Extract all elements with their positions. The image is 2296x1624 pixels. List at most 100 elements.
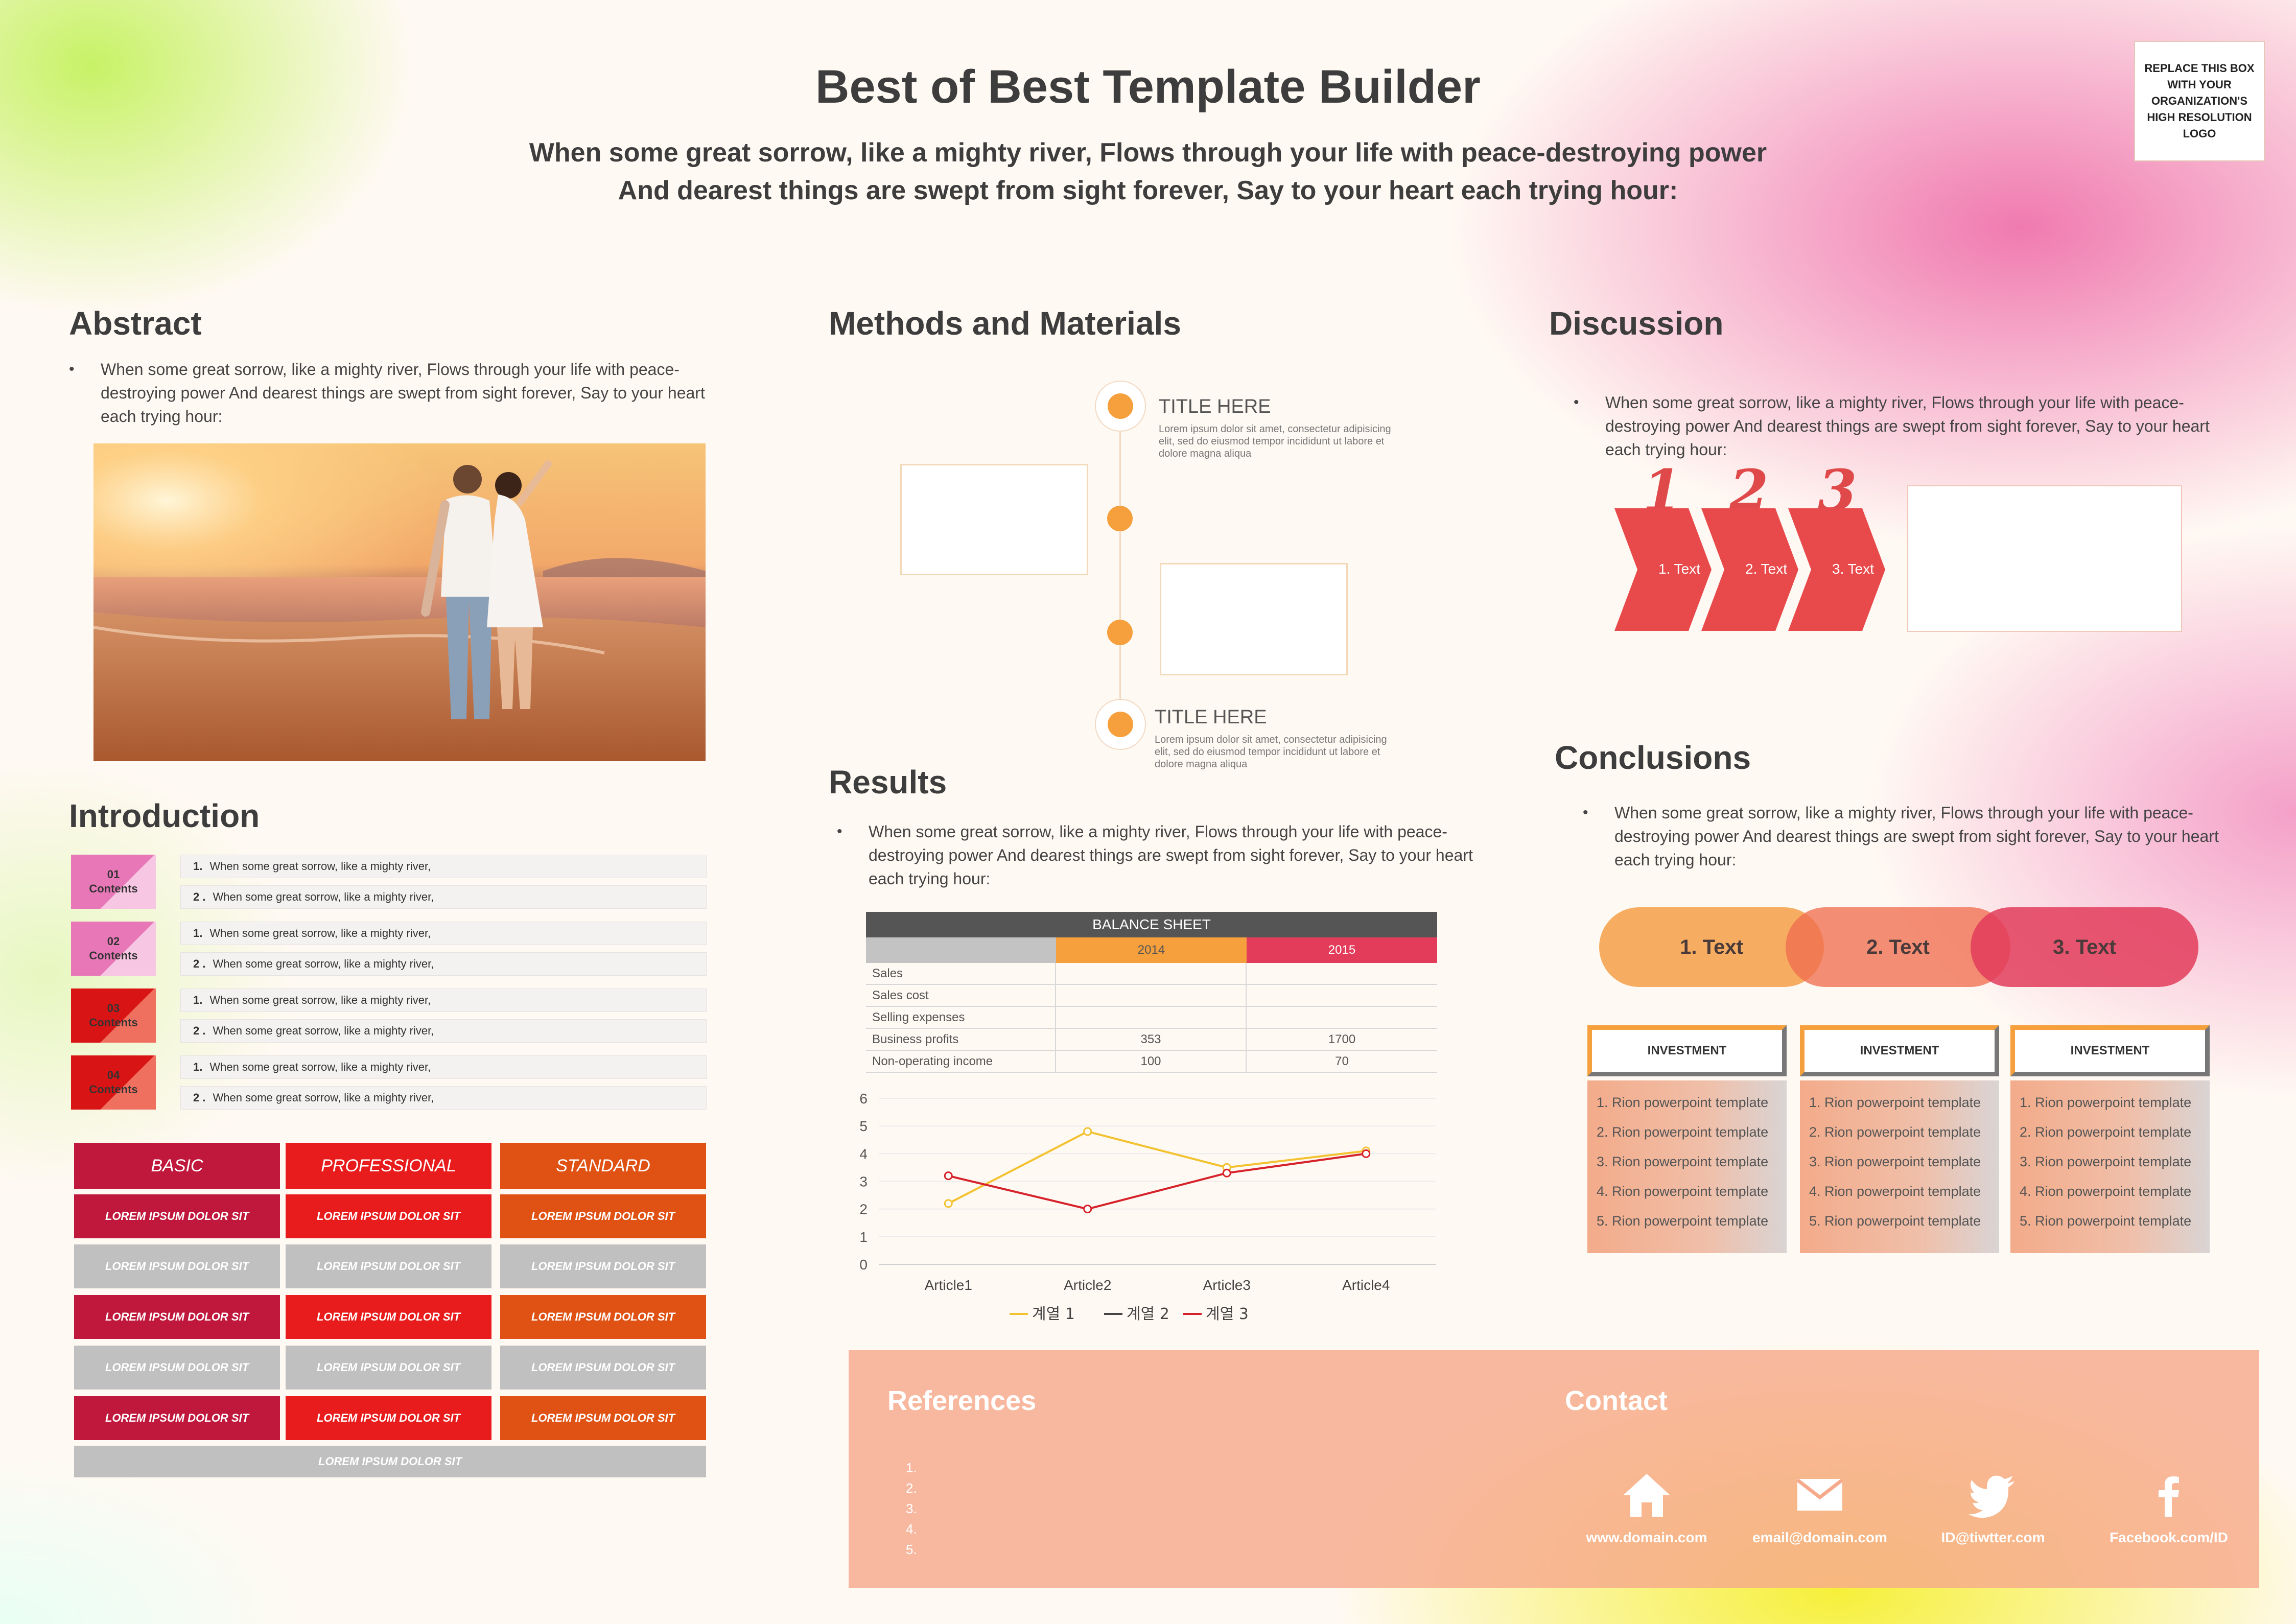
header-cell-2014: 2014 [1056, 937, 1247, 963]
logo-placeholder[interactable]: REPLACE THIS BOX WITH YOUR ORGANIZATION'… [2134, 41, 2265, 161]
method-desc-1: Lorem ipsum dolor sit amet, consectetur … [1159, 423, 1391, 459]
pricing-header-standard: STANDARD [500, 1143, 706, 1189]
timeline-node-4 [1095, 699, 1146, 750]
balance-sheet-table: BALANCE SHEET 2014 2015 Sales Sales cost… [866, 912, 1437, 1073]
chevron-3 [1788, 508, 1885, 631]
references-contact-panel: References 1. 2. 3. 4. 5. Contact www.do… [849, 1350, 2259, 1588]
discussion-text: When some great sorrow, like a mighty ri… [1574, 391, 2233, 461]
row-value-2015 [1247, 985, 1437, 1006]
discussion-chevrons [1614, 508, 1885, 631]
contact-facebook-label: Facebook.com/ID [2110, 1529, 2228, 1545]
pricing-cell: LOREM IPSUM DOLOR SIT [500, 1346, 706, 1390]
reference-item: 2. [906, 1480, 917, 1496]
reference-item: 3. [906, 1501, 917, 1516]
contact-facebook[interactable]: Facebook.com/ID [2082, 1472, 2256, 1546]
x-tick-label: Article3 [1203, 1277, 1251, 1293]
investment-card-title: INVESTMENT [2010, 1025, 2210, 1076]
contact-email[interactable]: email@domain.com [1733, 1472, 1907, 1546]
investment-item: 3. Rion powerpoint template [1597, 1154, 1769, 1169]
chevron-label-2: 2. Text [1745, 561, 1787, 577]
badge-label: Contents [89, 882, 138, 895]
row-value-2015: 70 [1335, 1054, 1349, 1068]
discussion-heading: Discussion [1549, 305, 1724, 342]
investment-item: 4. Rion powerpoint template [1809, 1184, 1981, 1199]
row-value-2014 [1056, 985, 1247, 1006]
contact-heading: Contact [1565, 1385, 1668, 1416]
investment-card-title: INVESTMENT [1800, 1025, 1999, 1076]
intro-line: 1. When some great sorrow, like a mighty … [180, 988, 707, 1012]
contact-email-label: email@domain.com [1752, 1529, 1887, 1545]
chevron-label-3: 3. Text [1832, 561, 1874, 577]
investment-item: 5. Rion powerpoint template [1809, 1213, 1981, 1229]
intro-line: 1. When some great sorrow, like a mighty … [180, 922, 707, 945]
row-label: Business profits [866, 1029, 1056, 1050]
badge-number: 03 [107, 1002, 120, 1015]
timeline-node-3 [1107, 620, 1133, 645]
line-text: When some great sorrow, like a mighty ri… [209, 1061, 431, 1073]
investment-card-1: INVESTMENT 1. Rion powerpoint template 2… [1587, 1025, 1787, 1253]
intro-line: 2 . When some great sorrow, like a mighty… [180, 885, 707, 909]
pricing-cell: LOREM IPSUM DOLOR SIT [500, 1396, 706, 1440]
line-number: 2 . [193, 1091, 206, 1104]
pricing-cell: LOREM IPSUM DOLOR SIT [74, 1396, 280, 1440]
line-number: 2 . [193, 1024, 206, 1037]
methods-heading: Methods and Materials [829, 305, 1181, 342]
subtitle-line-2: And dearest things are swept from sight … [618, 176, 1678, 205]
balance-sheet-header-row: 2014 2015 [866, 937, 1437, 963]
home-icon [1623, 1474, 1670, 1517]
legend-label: 계열 3 [1206, 1305, 1249, 1323]
method-desc-2: Lorem ipsum dolor sit amet, consectetur … [1155, 734, 1387, 770]
pricing-cell: LOREM IPSUM DOLOR SIT [286, 1244, 491, 1288]
row-value-2014 [1056, 963, 1247, 984]
row-label: Selling expenses [866, 1007, 1056, 1028]
line-number: 1. [193, 1061, 203, 1073]
investment-item: 5. Rion powerpoint template [1597, 1213, 1769, 1229]
investment-item: 2. Rion powerpoint template [1809, 1124, 1981, 1140]
badge-number: 04 [107, 1069, 120, 1081]
references-heading: References [887, 1385, 1037, 1416]
beach-photo-illustration [93, 443, 706, 761]
pricing-cell: LOREM IPSUM DOLOR SIT [286, 1346, 491, 1390]
intro-badge-3: 03 Contents [71, 988, 156, 1043]
investment-card-title: INVESTMENT [1587, 1025, 1787, 1076]
y-tick-label: 2 [859, 1202, 868, 1217]
badge-label: Contents [89, 949, 138, 962]
abstract-heading: Abstract [69, 305, 202, 342]
badge-label: Contents [89, 1083, 138, 1096]
line-text: When some great sorrow, like a mighty ri… [213, 1024, 434, 1037]
investment-card-list: 1. Rion powerpoint template 2. Rion powe… [1800, 1080, 1999, 1253]
data-point [1083, 1205, 1092, 1214]
mail-icon [1796, 1478, 1844, 1511]
balance-sheet-row: Sales [866, 963, 1437, 985]
y-tick-label: 4 [859, 1146, 868, 1162]
contact-website[interactable]: www.domain.com [1560, 1472, 1733, 1546]
y-tick-label: 5 [859, 1118, 868, 1134]
y-tick-label: 1 [859, 1229, 868, 1245]
method-title-1: TITLE HERE [1159, 396, 1271, 417]
series-line [948, 1152, 1367, 1210]
intro-row-4-lines: 1. When some great sorrow, like a mighty … [180, 1055, 707, 1110]
line-number: 2 . [193, 890, 206, 903]
beach-couple-photo [93, 443, 706, 761]
pricing-header-professional: PROFESSIONAL [286, 1143, 491, 1189]
method-image-box-2[interactable] [1160, 563, 1348, 675]
row-label: Sales [866, 963, 1056, 984]
chevron-label-1: 1. Text [1658, 561, 1700, 577]
line-text: When some great sorrow, like a mighty ri… [209, 927, 431, 939]
conclusion-pill-3: 3. Text [1971, 907, 2198, 987]
method-image-box-1[interactable] [900, 464, 1088, 575]
facebook-icon [2159, 1476, 2179, 1517]
row-value-2015 [1247, 963, 1437, 984]
data-point [1362, 1149, 1371, 1158]
row-value-2015 [1247, 1007, 1437, 1028]
row-value-2014: 100 [1056, 1051, 1247, 1072]
row-label: Non-operating income [866, 1051, 1056, 1072]
intro-badge-2: 02 Contents [71, 922, 156, 976]
investment-item: 3. Rion powerpoint template [2020, 1154, 2192, 1169]
intro-line: 2 . When some great sorrow, like a mighty… [180, 1019, 707, 1043]
investment-item: 3. Rion powerpoint template [1809, 1154, 1981, 1169]
investment-card-2: INVESTMENT 1. Rion powerpoint template 2… [1800, 1025, 1999, 1253]
discussion-image-box[interactable] [1907, 485, 2182, 632]
contact-twitter[interactable]: ID@tiwtter.com [1906, 1472, 2080, 1546]
investment-card-3: INVESTMENT 1. Rion powerpoint template 2… [2010, 1025, 2210, 1253]
